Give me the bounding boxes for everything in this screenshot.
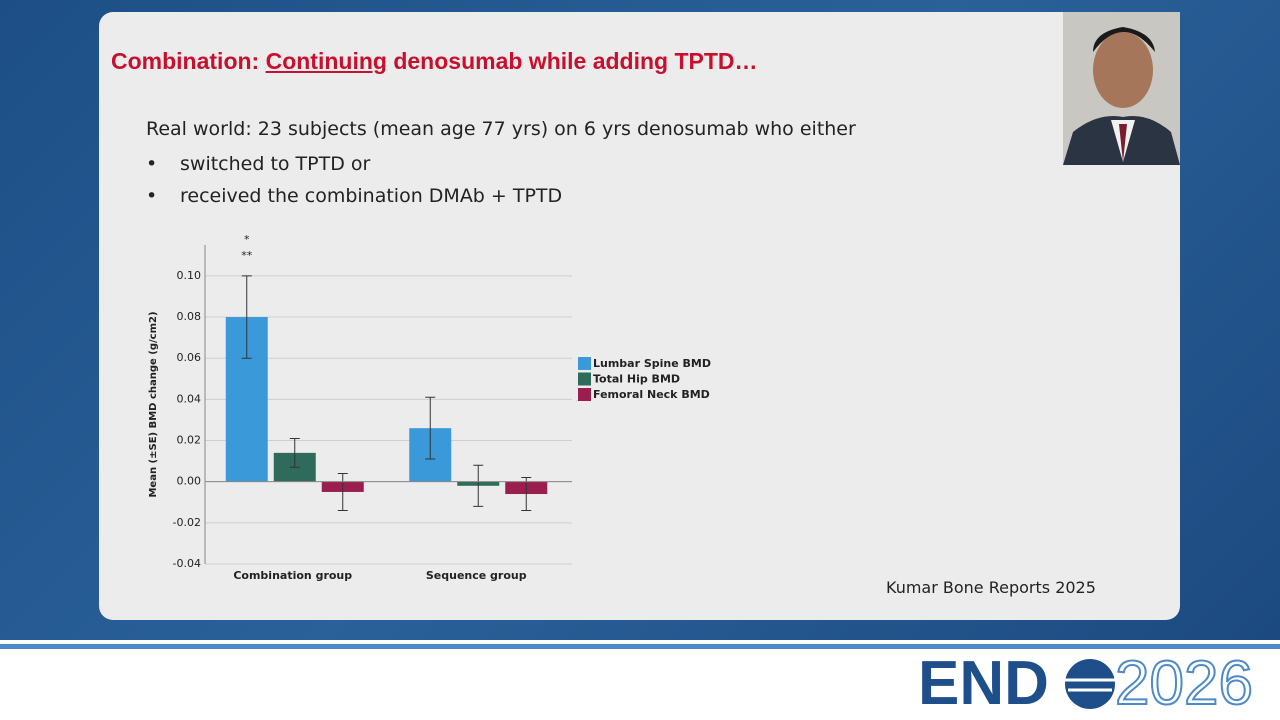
y-tick-label: 0.02 bbox=[177, 434, 202, 447]
error-bar bbox=[425, 396, 436, 460]
y-tick-label: 0.00 bbox=[177, 475, 202, 488]
legend-label: Total Hip BMD bbox=[593, 373, 680, 386]
y-tick-label: 0.04 bbox=[177, 392, 202, 405]
annotation: * bbox=[244, 233, 250, 246]
speaker-photo bbox=[1063, 12, 1180, 165]
logo: END 2026 bbox=[918, 650, 1254, 714]
annotation: ** bbox=[241, 249, 253, 262]
title-part: Combination: bbox=[111, 48, 266, 74]
logo-globe bbox=[1065, 659, 1115, 709]
bullet: received the combination DMAb + TPTD bbox=[146, 180, 562, 212]
bullet: switched to TPTD or bbox=[146, 148, 562, 180]
logo-right: 2026 bbox=[1115, 650, 1253, 714]
footer-line bbox=[0, 644, 1280, 649]
source: Kumar Bone Reports 2025 bbox=[886, 578, 1096, 597]
title-underlined: Continuing bbox=[265, 48, 387, 74]
logo-left: END bbox=[918, 650, 1049, 714]
y-tick-label: -0.02 bbox=[173, 516, 201, 529]
legend-swatch bbox=[578, 357, 591, 370]
chart: -0.04 -0.02 0.00 0.02 0.04 0.06 0.08 0.10 Mean (… bbox=[148, 233, 711, 582]
legend-swatch bbox=[578, 388, 591, 401]
bullet-list: switched to TPTD or received the combina… bbox=[146, 148, 562, 212]
error-bar bbox=[241, 275, 252, 359]
error-bar bbox=[289, 437, 300, 468]
title-part: denosumab while adding TPTD… bbox=[386, 48, 758, 74]
y-tick-label: 0.06 bbox=[177, 351, 202, 364]
y-tick-label: -0.04 bbox=[173, 557, 201, 570]
x-tick-label: Combination group bbox=[233, 569, 352, 582]
x-tick-label: Sequence group bbox=[426, 569, 527, 582]
y-tick-label: 0.10 bbox=[177, 269, 202, 282]
error-bar bbox=[337, 472, 348, 511]
y-tick-label: 0.08 bbox=[177, 310, 202, 323]
slide: Combination: Continuing denosumab while … bbox=[99, 12, 1180, 620]
legend-label: Lumbar Spine BMD bbox=[593, 357, 711, 370]
slide-title: Combination: Continuing denosumab while … bbox=[111, 48, 758, 75]
legend-label: Femoral Neck BMD bbox=[593, 388, 710, 401]
error-bar bbox=[521, 477, 532, 511]
legend-swatch bbox=[578, 372, 591, 386]
intro-text: Real world: 23 subjects (mean age 77 yrs… bbox=[146, 118, 856, 140]
error-bar bbox=[473, 464, 484, 507]
y-axis-label: Mean (±SE) BMD change (g/cm2) bbox=[148, 311, 159, 497]
logo-globe-lines bbox=[1065, 678, 1115, 692]
